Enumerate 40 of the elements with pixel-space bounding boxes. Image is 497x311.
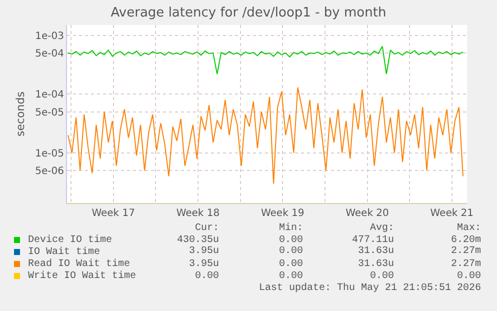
- line-series: [68, 86, 464, 184]
- text: 31.63u: [358, 246, 394, 257]
- y-tick-label: 1e-05: [35, 148, 64, 160]
- x-tick-label: Week 21: [430, 208, 474, 219]
- text: 477.11u: [352, 235, 394, 246]
- text: Max:: [457, 223, 482, 234]
- text: 0.00: [279, 246, 304, 257]
- text: Avg:: [370, 223, 394, 234]
- y-tick-label: 5e-06: [35, 166, 64, 178]
- y-tick-label: 5e-04: [35, 48, 64, 60]
- x-tick-label: Week 18: [176, 208, 220, 219]
- text: Min:: [279, 222, 304, 234]
- y-tick-label: 1e-04: [35, 90, 64, 101]
- text: 2.27m: [451, 259, 482, 270]
- text: 6.20m: [451, 235, 482, 246]
- text: 3.95u: [189, 246, 220, 257]
- y-tick-label: 1e-03: [35, 30, 64, 42]
- text: 3.95u: [189, 259, 220, 270]
- legend-label: IO Wait time: [28, 246, 100, 258]
- text: 0.00: [279, 235, 304, 246]
- x-tick-label: Week 19: [260, 208, 304, 219]
- text: 31.63u: [358, 259, 394, 270]
- y-tick-label: 5e-05: [35, 107, 64, 118]
- text: 430.35u: [177, 235, 220, 246]
- text: 0.00: [457, 271, 482, 282]
- chart-title: Average latency for /dev/loop1 - by month: [110, 6, 386, 21]
- line-series: [68, 46, 464, 74]
- text: 0.00: [370, 271, 394, 282]
- text: Last update: Thu May 21 21:05:51 2026: [259, 282, 482, 294]
- legend-label: Device IO time: [28, 234, 112, 246]
- text: 0.00: [279, 271, 304, 282]
- text: Cur:: [195, 223, 220, 234]
- text: 0.00: [279, 259, 304, 270]
- legend-label: Write IO Wait time: [28, 270, 136, 282]
- x-tick-label: Week 17: [92, 208, 136, 219]
- legend-label: Read IO Wait time: [28, 258, 130, 270]
- text: 2.27m: [451, 246, 482, 257]
- x-tick-label: Week 20: [346, 208, 389, 219]
- y-axis-title: seconds: [14, 91, 27, 136]
- text: 0.00: [195, 271, 220, 282]
